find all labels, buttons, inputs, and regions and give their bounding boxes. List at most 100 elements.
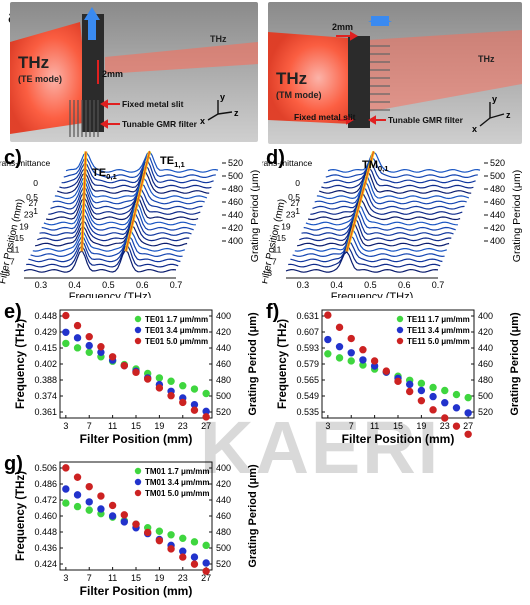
filter-position-tick: 19 — [281, 221, 291, 231]
y2-tick-label: 460 — [216, 511, 231, 521]
data-point — [359, 356, 367, 364]
data-point — [441, 399, 449, 407]
panel-b-thz-out: THz — [478, 54, 495, 64]
y-axis-title: Frequency (THz) — [277, 319, 289, 409]
x-tick-label: 23 — [178, 421, 188, 431]
grating-tick-label: 500 — [490, 171, 505, 181]
data-point — [85, 348, 93, 357]
spectrum-trace — [301, 213, 454, 236]
y2-tick-label: 420 — [216, 327, 231, 337]
data-point — [429, 392, 437, 401]
grating-tick-label: 400 — [228, 236, 243, 246]
data-point — [143, 375, 152, 383]
panel-g-label: g) — [4, 453, 23, 475]
legend-marker — [134, 489, 142, 497]
y-tick-label: 0.565 — [296, 375, 319, 385]
data-point — [335, 323, 344, 332]
grating-period-title: Grating Period (μm) — [511, 170, 523, 262]
data-point — [167, 392, 175, 400]
data-point — [108, 512, 117, 520]
spectrum-trace — [32, 231, 185, 252]
y2-tick-label: 400 — [216, 311, 231, 321]
data-point — [143, 528, 152, 537]
data-point — [452, 404, 461, 412]
peak-ridge-core — [125, 151, 151, 252]
spectrum-trace — [63, 155, 216, 179]
y2-tick-label: 520 — [216, 559, 231, 569]
filter-position-tick: 15 — [277, 233, 287, 243]
y-tick-label: 0.415 — [34, 343, 57, 353]
panel-a-render: THz (TE mode) THz 2mm Fixed metal slit T… — [10, 2, 258, 142]
peak-ridge-core — [346, 151, 375, 252]
panel-a-mode: (TE mode) — [18, 74, 62, 84]
data-point — [202, 389, 210, 398]
filter-position-tick: 3 — [267, 268, 272, 278]
legend-marker — [396, 326, 404, 334]
x-tick-label: 19 — [154, 421, 164, 431]
data-point — [62, 485, 70, 493]
transmittance-title: Trans-mittance — [262, 158, 312, 168]
freq-tick-label: 0.4 — [330, 280, 343, 290]
grating-tick-label: 460 — [490, 197, 505, 207]
spectrum-trace — [37, 218, 190, 242]
spectrum-trace — [312, 187, 465, 210]
data-point — [335, 342, 344, 351]
filter-position-tick: 27 — [291, 198, 301, 208]
transmittance-tick: 1 — [33, 206, 38, 216]
spectrum-trace — [23, 249, 177, 273]
legend-entry: TE01 5.0 μm/mm — [145, 337, 208, 346]
x-tick-label: 7 — [87, 421, 92, 431]
filter-position-tick: 27 — [29, 198, 39, 208]
filter-position-tick: 3 — [5, 268, 10, 278]
y-tick-label: 0.593 — [296, 343, 319, 353]
legend-entry: TM01 1.7 μm/mm — [145, 467, 209, 476]
x-tick-label: 15 — [393, 421, 403, 431]
grating-tick-label: 440 — [490, 210, 505, 220]
data-point — [405, 387, 414, 396]
spectrum-trace — [296, 224, 450, 247]
data-point — [62, 499, 70, 507]
x-tick-label: 3 — [63, 573, 68, 583]
data-point — [97, 505, 105, 513]
x-tick-label: 7 — [349, 421, 354, 431]
data-point — [120, 511, 129, 519]
data-point — [347, 357, 355, 365]
grating-tick-label: 420 — [490, 223, 505, 233]
y2-tick-label: 500 — [216, 543, 231, 553]
legend-marker — [134, 467, 142, 475]
data-point — [85, 333, 93, 341]
panel-a-thz: THz — [18, 53, 49, 72]
filter-position-tick: 23 — [286, 210, 296, 220]
data-point — [73, 344, 82, 352]
data-point — [155, 527, 164, 535]
x-tick-label: 27 — [201, 573, 211, 583]
y2-tick-label: 400 — [478, 311, 493, 321]
data-point — [108, 353, 117, 361]
y2-tick-label: 500 — [216, 391, 231, 401]
transmittance-tick: 1 — [295, 206, 300, 216]
grating-tick-label: 460 — [228, 197, 243, 207]
grating-tick-label: 420 — [228, 223, 243, 233]
y2-axis-title: Grating Period (μm) — [509, 312, 521, 416]
data-point — [62, 311, 70, 320]
grating-tick-label: 480 — [490, 184, 505, 194]
panel-b-gap: 2mm — [332, 22, 353, 32]
data-point — [202, 413, 210, 421]
data-point — [190, 538, 199, 546]
spectrum-trace — [26, 244, 179, 268]
data-point — [62, 328, 70, 336]
y2-tick-label: 460 — [216, 359, 231, 369]
data-point — [441, 414, 449, 422]
data-point — [417, 396, 426, 405]
data-point — [167, 545, 175, 553]
spectrum-trace — [52, 182, 205, 205]
x-tick-label: 7 — [87, 573, 92, 583]
transmittance-tick: 0 — [295, 178, 300, 188]
data-point — [167, 377, 175, 385]
data-point — [190, 406, 199, 414]
y-tick-label: 0.436 — [34, 543, 57, 553]
y-tick-label: 0.472 — [34, 495, 57, 505]
transmittance-title: Trans-mittance — [0, 158, 50, 168]
x-tick-label: 11 — [370, 421, 379, 431]
data-point — [120, 361, 129, 370]
